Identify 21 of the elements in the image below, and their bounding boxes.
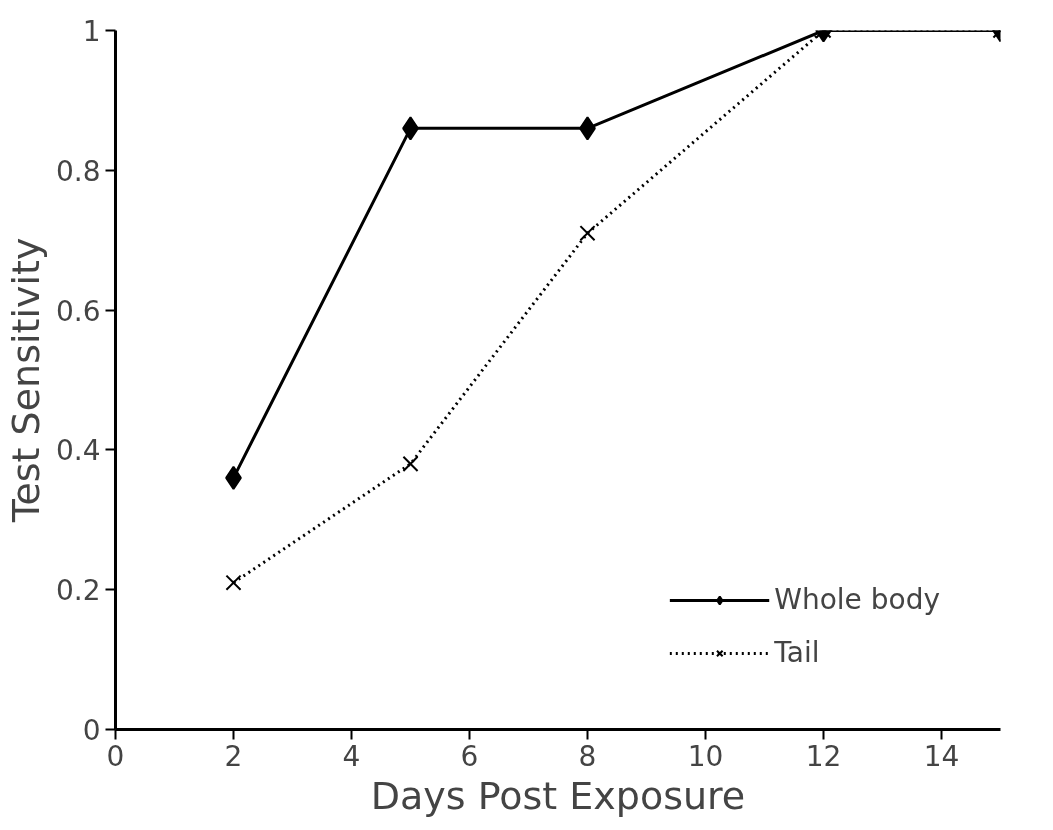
y-axis-title: Test Sensitivity	[3, 237, 48, 524]
legend-label: Whole body	[774, 583, 940, 616]
x-tick-label: 14	[923, 739, 960, 773]
x-tick-label: 2	[224, 739, 243, 773]
x-tick-label: 8	[578, 739, 597, 773]
y-tick-label: 0.6	[55, 294, 101, 328]
point	[225, 574, 242, 591]
x-tick-label: 10	[687, 739, 724, 773]
point	[579, 225, 596, 242]
x-tick-label: 0	[106, 739, 125, 773]
point	[402, 455, 419, 472]
y-tick-label: 1	[82, 15, 101, 48]
x-tick-label: 6	[460, 739, 479, 773]
x-tick-label: 4	[342, 739, 361, 773]
y-tick-label: 0.2	[55, 574, 101, 608]
x-tick-label: 12	[805, 739, 842, 773]
y-tick-label: 0	[82, 714, 101, 747]
y-tick-label: 0.4	[55, 434, 101, 468]
legend-label: Tail	[774, 636, 820, 669]
y-tick-label: 0.8	[55, 154, 101, 188]
x-axis-title: Days Post Exposure	[370, 773, 746, 818]
